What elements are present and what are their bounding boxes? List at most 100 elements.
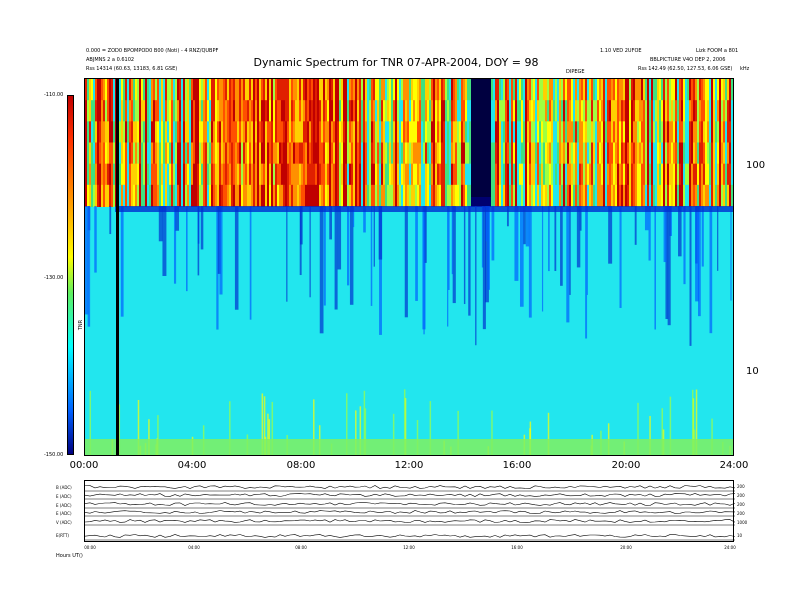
spectrum-cell xyxy=(729,163,731,186)
spectrum-cell xyxy=(337,142,339,165)
spectrum-cell xyxy=(289,142,291,165)
spectrum-cell xyxy=(717,79,719,102)
spectrum-streak xyxy=(689,206,692,346)
spectrum-cell xyxy=(411,121,413,144)
spectrum-cell xyxy=(319,100,321,123)
spectrum-cell xyxy=(269,142,271,165)
spectrum-cell xyxy=(109,121,111,144)
spectrum-cell xyxy=(277,184,279,207)
spectrum-cell xyxy=(465,121,467,144)
spectrum-cell xyxy=(155,121,157,144)
spectrum-cell xyxy=(113,142,115,165)
spectrum-cell xyxy=(177,163,179,186)
spectrum-cell xyxy=(103,100,105,123)
spectrum-cell xyxy=(661,163,663,186)
spectrum-cell xyxy=(553,100,555,123)
spectrum-cell xyxy=(501,184,503,207)
spectrum-cell xyxy=(283,142,285,165)
spectrum-cell xyxy=(167,142,169,165)
spectrum-cell xyxy=(393,121,395,144)
header-right-line2: Lizk FOOM a 801 xyxy=(696,48,739,54)
spectrum-cell xyxy=(711,184,713,207)
spectrum-cell xyxy=(365,163,367,186)
spectrum-cell xyxy=(323,79,325,102)
spectrum-cell xyxy=(527,100,529,123)
spectrum-cell xyxy=(731,100,733,123)
spectrum-cell xyxy=(563,142,565,165)
spectrum-cell xyxy=(245,100,247,123)
spectrum-cell xyxy=(425,163,427,186)
spectrum-cell xyxy=(687,100,689,123)
spectrum-cell xyxy=(445,142,447,165)
spectrum-cell xyxy=(403,142,405,165)
spectrum-cell xyxy=(617,121,619,144)
spectrum-cell xyxy=(373,163,375,186)
spectrum-cell xyxy=(419,121,421,144)
spectrum-cell xyxy=(413,79,415,102)
spectrum-cell xyxy=(555,184,557,207)
spectrum-cell xyxy=(671,100,673,123)
spectrum-cell xyxy=(217,184,219,207)
spectrum-cell xyxy=(725,79,727,102)
spectrum-cell xyxy=(235,142,237,165)
spectrum-cell xyxy=(427,121,429,144)
spectrum-cell xyxy=(353,184,355,207)
spectrum-cell xyxy=(455,142,457,165)
spectrum-cell xyxy=(189,100,191,123)
spectrum-cell xyxy=(165,100,167,123)
spectrum-cell xyxy=(191,121,193,144)
spectrum-cell xyxy=(691,184,693,207)
spectrum-cell xyxy=(445,79,447,102)
spectrum-cell xyxy=(671,142,673,165)
spectrum-cell xyxy=(383,184,385,207)
spectrum-cell xyxy=(399,184,401,207)
spectrum-cell xyxy=(629,163,631,186)
spectrum-cell xyxy=(161,79,163,102)
spectrum-cell xyxy=(177,100,179,123)
spectrum-cell xyxy=(689,100,691,123)
spectrum-cell xyxy=(335,184,337,207)
spectrum-cell xyxy=(553,163,555,186)
spectrum-cell xyxy=(289,79,291,102)
spectrum-cell xyxy=(425,121,427,144)
spectrum-cell xyxy=(467,79,469,102)
spectrum-cell xyxy=(255,79,257,102)
spectrum-cell xyxy=(211,163,213,186)
spectrum-cell xyxy=(105,100,107,123)
spectrum-cell xyxy=(511,184,513,207)
spectrum-cell xyxy=(633,121,635,144)
spectrum-cell xyxy=(567,163,569,186)
spectrum-cell xyxy=(357,121,359,144)
spectrum-cell xyxy=(313,142,315,165)
spectrum-cell xyxy=(583,79,585,102)
spectrum-cell xyxy=(191,184,193,207)
spectrum-cell xyxy=(683,100,685,123)
spectrum-cell xyxy=(705,100,707,123)
spectrum-cell xyxy=(237,142,239,165)
spectrum-streak xyxy=(197,206,200,276)
spectrum-cell xyxy=(311,79,313,102)
spectrum-cell xyxy=(643,184,645,207)
spectrum-cell xyxy=(719,184,721,207)
spectrum-cell xyxy=(363,100,365,123)
spectrum-cell xyxy=(609,142,611,165)
spectrum-cell xyxy=(607,142,609,165)
spectrum-cell xyxy=(167,79,169,102)
spectrum-cell xyxy=(281,163,283,186)
spectrum-cell xyxy=(639,79,641,102)
spectrum-cell xyxy=(131,142,133,165)
spectrum-cell xyxy=(429,163,431,186)
spectrum-streak xyxy=(608,206,613,264)
spectrum-cell xyxy=(205,163,207,186)
spectrum-cell xyxy=(717,184,719,207)
spectrum-cell xyxy=(221,121,223,144)
spectrum-cell xyxy=(639,163,641,186)
spectrum-cell xyxy=(131,184,133,207)
spectrum-cell xyxy=(167,121,169,144)
spectrum-cell xyxy=(143,100,145,123)
spectrum-cell xyxy=(451,100,453,123)
spectrum-cell xyxy=(231,121,233,144)
spectrum-cell xyxy=(701,79,703,102)
spectrum-cell xyxy=(199,79,201,102)
spectrum-cell xyxy=(223,121,225,144)
